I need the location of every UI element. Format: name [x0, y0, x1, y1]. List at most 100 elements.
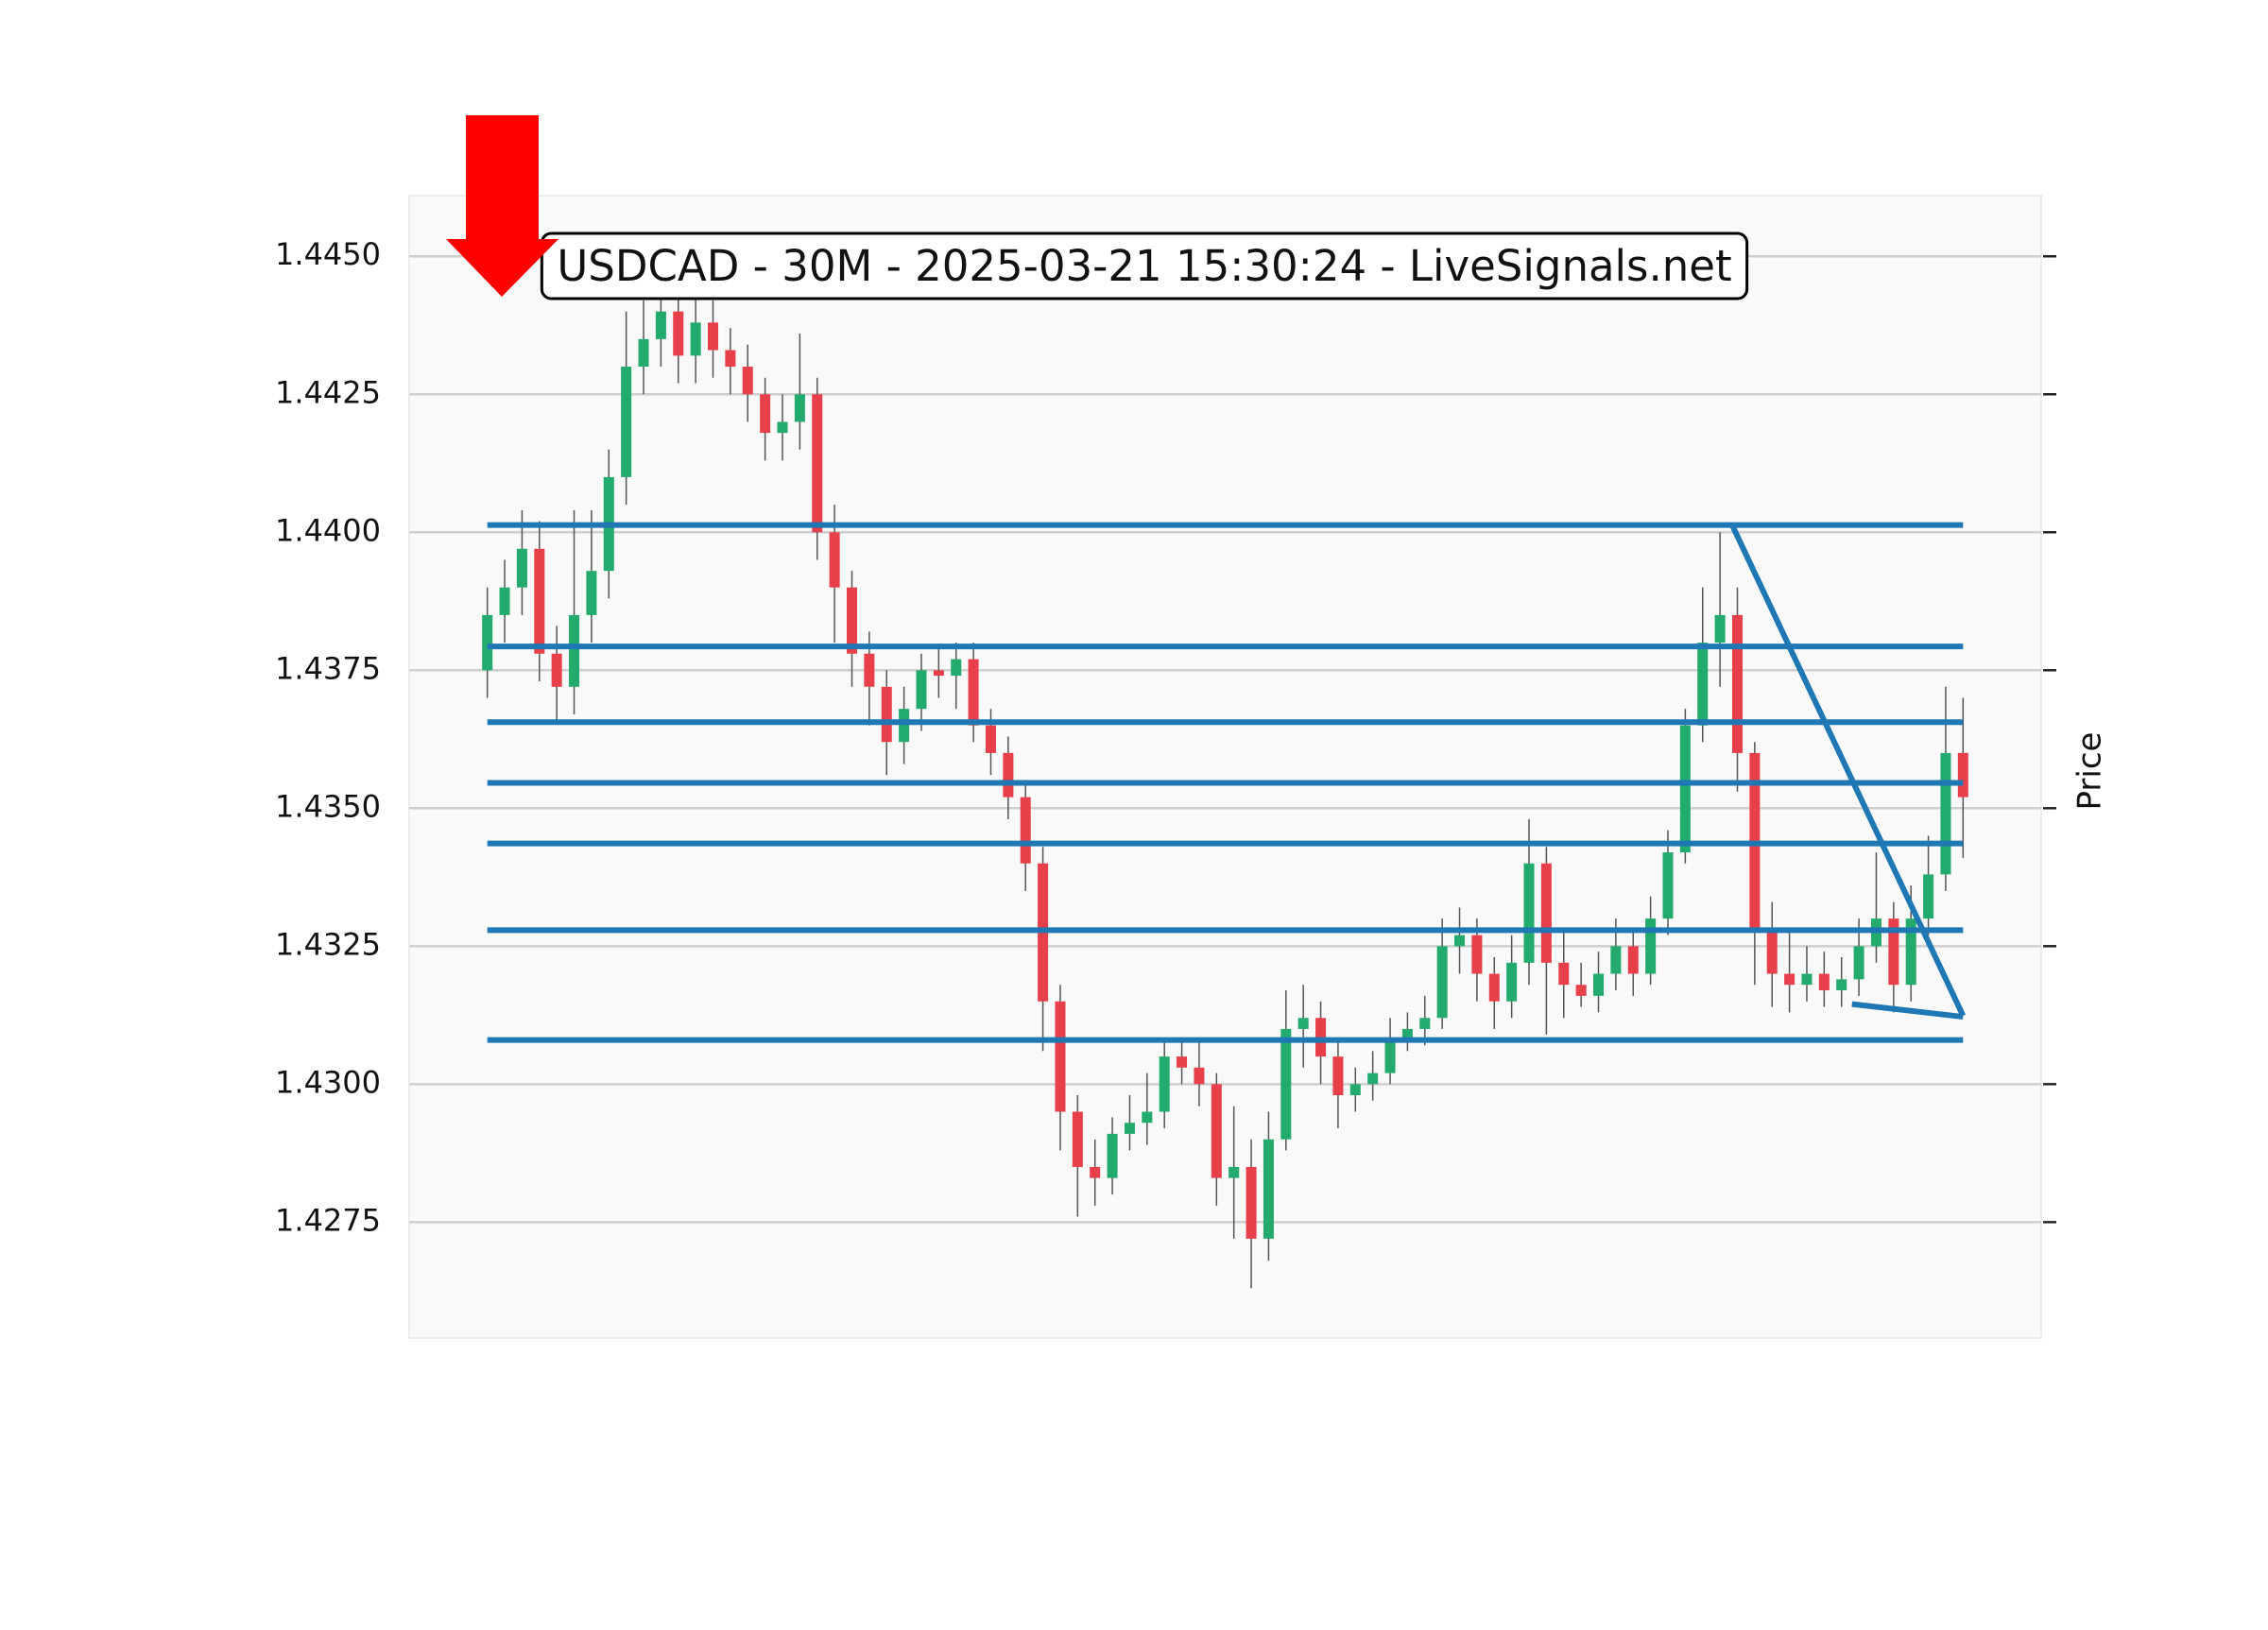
- candle-body: [812, 394, 823, 533]
- candle-body: [1280, 1028, 1292, 1140]
- y-tick-label: 1.4400: [275, 512, 381, 548]
- y-axis: 1.4275 1.4300 1.4325 1.4350 1.4375 1.4400 1.44…: [275, 236, 2056, 1238]
- candle-body: [499, 587, 510, 615]
- candle-body: [1159, 1056, 1170, 1112]
- candle-body: [1228, 1166, 1240, 1178]
- candle-body: [690, 322, 701, 356]
- candle-body: [846, 587, 858, 654]
- candle-body: [1523, 863, 1535, 963]
- candle-body: [1818, 973, 1830, 991]
- candle-body: [1020, 797, 1031, 864]
- candle-body: [881, 686, 892, 743]
- level-line: [1729, 523, 1967, 1018]
- y-tick-label: 1.4425: [275, 374, 381, 410]
- y-axis-label: Price: [2071, 732, 2109, 811]
- arrow-head: [446, 239, 558, 297]
- candle-body: [794, 394, 805, 422]
- candle-body: [1263, 1139, 1274, 1239]
- candle-body: [1419, 1018, 1431, 1029]
- candle-body: [1558, 962, 1570, 986]
- candle-body: [482, 614, 493, 671]
- candle-body: [951, 659, 962, 677]
- candle-body: [1055, 1001, 1066, 1112]
- candle-body: [742, 367, 753, 395]
- candle-body: [1003, 752, 1014, 798]
- candle-body: [1506, 962, 1518, 1002]
- candle-body: [829, 532, 840, 588]
- title-box: [540, 232, 1749, 300]
- candle-body: [1766, 929, 1778, 974]
- y-tick-label: 1.4450: [275, 236, 381, 272]
- candle-body: [1888, 918, 1899, 986]
- level-line: [1851, 1001, 1964, 1021]
- candle-body: [586, 571, 597, 615]
- candle-body: [551, 653, 562, 687]
- candle-body: [621, 367, 632, 477]
- candle-body: [933, 670, 944, 677]
- candle-body: [1454, 935, 1466, 947]
- candle-body: [1246, 1166, 1257, 1239]
- candle-body: [1923, 874, 1934, 919]
- candle-body: [516, 548, 527, 588]
- candle-body: [1124, 1123, 1135, 1134]
- chart-title: USDCAD - 30M - 2025-03-21 15:30:24 - Liv…: [557, 241, 1731, 291]
- candle-body: [1801, 973, 1813, 986]
- candle-body: [638, 338, 649, 368]
- candle-body: [1436, 946, 1448, 1019]
- candle-body: [760, 394, 771, 434]
- candle-body: [655, 311, 666, 339]
- candle-body: [1194, 1067, 1205, 1085]
- candle-body: [1592, 973, 1605, 996]
- candle-body: [1211, 1084, 1222, 1178]
- candle-body: [1177, 1056, 1188, 1068]
- candle-body: [1384, 1039, 1396, 1073]
- candle-body: [708, 322, 719, 351]
- candle-body: [1679, 725, 1691, 853]
- candle-body: [916, 670, 927, 710]
- candle-body: [725, 350, 736, 368]
- candle-body: [1627, 946, 1639, 974]
- candle-body: [1349, 1084, 1361, 1096]
- candle-body: [1836, 979, 1847, 991]
- candle-body: [1107, 1133, 1118, 1178]
- candle-body: [1645, 918, 1657, 974]
- candle-body: [864, 653, 875, 687]
- candle-body: [1401, 1028, 1413, 1040]
- candle-body: [1957, 752, 1968, 798]
- candle-body: [985, 725, 996, 753]
- plot-area: [408, 195, 2042, 1339]
- candle-body: [1540, 863, 1552, 963]
- candle-body: [1575, 985, 1587, 996]
- candle-body: [1367, 1072, 1379, 1085]
- candle-body: [1784, 973, 1796, 986]
- candle-body: [1332, 1056, 1344, 1096]
- y-tick-label: 1.4350: [275, 788, 381, 824]
- candle-body: [1714, 614, 1726, 643]
- candle-body: [968, 659, 979, 726]
- candle-body: [1297, 1018, 1309, 1029]
- candle-body: [1731, 614, 1743, 753]
- candle-body: [777, 421, 788, 434]
- candle-body: [1142, 1111, 1153, 1124]
- y-tick-label: 1.4275: [275, 1202, 381, 1238]
- y-tick-label: 1.4375: [275, 650, 381, 686]
- candle-body: [1662, 852, 1674, 919]
- levels: [487, 522, 1967, 1043]
- y-tick-label: 1.4300: [275, 1064, 381, 1100]
- signal-arrow: [446, 115, 558, 297]
- candle-body: [569, 614, 580, 687]
- candle-body: [899, 709, 910, 743]
- candle-body: [1471, 935, 1483, 974]
- candle-body: [1853, 946, 1864, 980]
- candle-body: [673, 311, 684, 356]
- candle-body: [534, 548, 545, 654]
- candle-body: [1905, 918, 1916, 986]
- arrow-shaft: [466, 115, 539, 240]
- candle-body: [1940, 752, 1951, 875]
- candle-body: [1488, 973, 1500, 1002]
- candle-body: [1090, 1166, 1101, 1178]
- y-tick-label: 1.4325: [275, 926, 381, 962]
- grid: [409, 254, 2041, 1224]
- candle-body: [1697, 643, 1709, 726]
